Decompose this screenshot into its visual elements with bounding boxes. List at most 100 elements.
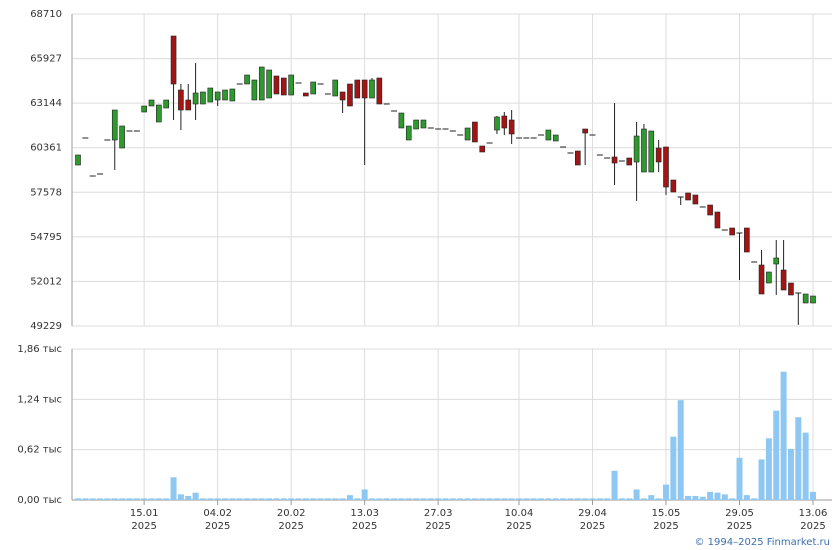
volume-bar xyxy=(435,498,442,500)
volume-bar xyxy=(729,498,736,500)
volume-bar xyxy=(310,498,317,500)
volume-bar xyxy=(266,498,273,500)
volume-bar xyxy=(317,498,324,500)
candle-body xyxy=(214,91,221,101)
volume-bar xyxy=(596,498,603,500)
y-tick-label: 52012 xyxy=(30,276,62,287)
volume-bar xyxy=(449,498,456,500)
candle-body xyxy=(141,105,147,113)
volume-bar xyxy=(398,498,405,500)
volume-bar xyxy=(567,498,574,500)
volume-bar xyxy=(677,400,684,500)
volume-bar xyxy=(545,498,552,500)
volume-bar xyxy=(75,498,81,500)
candle-body xyxy=(780,269,787,291)
candle-body xyxy=(633,135,640,163)
candle-body xyxy=(339,91,346,101)
volume-bar xyxy=(479,498,486,500)
y-tick-label: 65927 xyxy=(30,54,62,65)
candle-body xyxy=(207,87,214,103)
candle-body xyxy=(648,130,655,173)
volume-bar xyxy=(640,498,647,500)
candle-body xyxy=(773,257,780,265)
volume-bar xyxy=(207,498,214,500)
volume-bar xyxy=(471,498,478,500)
candle-body xyxy=(464,127,471,141)
y-tick-label: 54795 xyxy=(30,232,62,243)
candle-body xyxy=(266,69,272,99)
volume-bar xyxy=(692,495,699,500)
volume-bar xyxy=(589,498,596,500)
candle-body xyxy=(163,99,169,109)
volume-bar xyxy=(141,498,148,500)
x-tick-label: 04.02 xyxy=(203,508,232,519)
candle-body xyxy=(758,264,765,295)
volume-bar xyxy=(736,457,743,500)
candle-body xyxy=(185,99,192,111)
volume-bar xyxy=(552,498,559,500)
candle-body xyxy=(376,77,383,105)
volume-bar xyxy=(126,498,133,500)
candle-body xyxy=(273,75,280,95)
x-tick-label: 15.01 xyxy=(130,508,159,519)
candle-body xyxy=(501,115,508,129)
volume-bar xyxy=(457,498,464,500)
volume-bar xyxy=(258,498,265,500)
candle-body xyxy=(685,192,691,201)
candle-body xyxy=(156,104,162,123)
volume-bar xyxy=(332,498,339,500)
volume-bar xyxy=(280,498,287,500)
y-tick-label: 57578 xyxy=(30,187,62,198)
y-tick-label: 60361 xyxy=(30,143,62,154)
volume-bar xyxy=(222,498,228,500)
volume-bar xyxy=(133,498,140,500)
volume-bar xyxy=(236,498,243,500)
y-tick-label: 1,24 тыс xyxy=(17,394,62,405)
volume-bar xyxy=(185,495,192,500)
volume-bar xyxy=(273,498,280,500)
volume-bar xyxy=(199,498,206,500)
candle-body xyxy=(788,282,794,296)
candle-body xyxy=(119,125,125,149)
volume-bar xyxy=(89,498,96,500)
volume-bar xyxy=(170,477,177,500)
candle-body xyxy=(472,121,478,143)
candle-body xyxy=(361,79,368,99)
volume-bar xyxy=(699,496,706,500)
x-tick-year: 2025 xyxy=(506,521,531,532)
candle-body xyxy=(258,66,265,101)
x-tick-year: 2025 xyxy=(352,521,377,532)
x-tick-label: 15.05 xyxy=(652,508,681,519)
volume-bar xyxy=(530,498,537,500)
volume-bar xyxy=(369,498,375,500)
volume-bar xyxy=(361,489,368,500)
candle-body xyxy=(222,89,228,101)
volume-bar xyxy=(427,498,434,500)
volume-bar xyxy=(787,448,794,500)
volume-bar xyxy=(82,498,89,500)
volume-bar xyxy=(111,498,118,500)
volume-bar xyxy=(714,492,721,500)
volume-bar xyxy=(501,498,508,500)
candle-body xyxy=(494,116,500,131)
y-tick-label: 49229 xyxy=(30,321,62,332)
x-tick-label: 27.03 xyxy=(424,508,453,519)
volume-bar xyxy=(420,498,427,500)
x-tick-label: 10.04 xyxy=(505,508,534,519)
volume-bar xyxy=(582,498,589,500)
volume-bar xyxy=(413,498,420,500)
volume-bar xyxy=(493,498,500,500)
volume-bar xyxy=(560,498,567,500)
volume-bar xyxy=(405,498,412,500)
candle-body xyxy=(229,88,236,102)
volume-bar xyxy=(339,498,346,500)
volume-bar xyxy=(295,498,302,500)
volume-bar xyxy=(376,498,383,500)
candle-body xyxy=(413,119,419,130)
candle-body xyxy=(170,35,177,85)
volume-bar xyxy=(655,498,662,500)
x-tick-label: 29.05 xyxy=(725,508,754,519)
x-tick-year: 2025 xyxy=(653,521,678,532)
volume-bar xyxy=(663,484,669,500)
candle-body xyxy=(707,204,713,216)
